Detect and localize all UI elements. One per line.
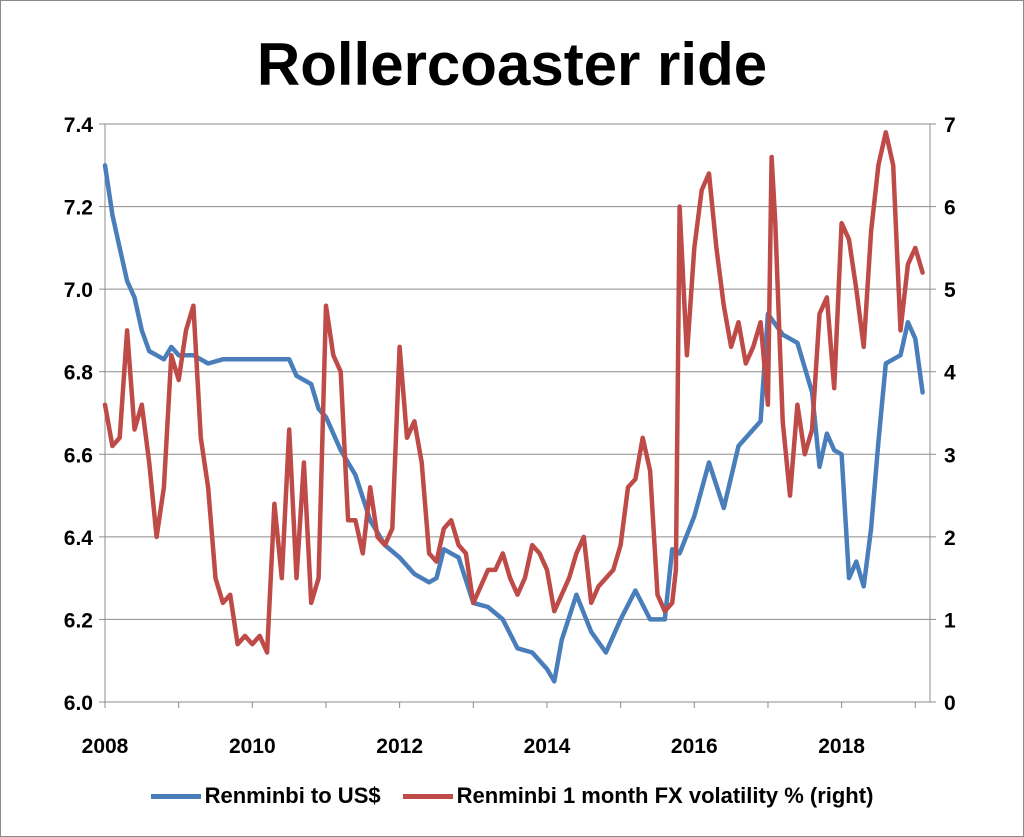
legend-label-renminbi-usd: Renminbi to US$ (204, 783, 381, 808)
series-line-renminbi-usd (102, 163, 925, 684)
left-axis-tick-label: 7.4 (64, 114, 94, 137)
legend: Renminbi to US$ Renminbi 1 month FX vola… (0, 783, 1024, 809)
left-axis-tick-label: 7.2 (64, 197, 93, 220)
right-axis-tick-label: 5 (944, 279, 956, 302)
x-axis-tick-label: 2018 (818, 735, 865, 758)
left-axis-tick-label: 6.8 (64, 362, 94, 385)
x-axis-tick-label: 2010 (229, 735, 276, 758)
legend-swatch-red (402, 793, 453, 799)
right-axis-tick-label: 6 (944, 197, 956, 220)
left-axis-tick-label: 7.0 (64, 279, 93, 302)
right-axis-tick-label: 2 (944, 527, 956, 550)
series-lines (102, 130, 925, 684)
tick-labels: 6.0 0 6.2 1 6.4 2 6.6 3 6.8 4 7.0 5 7.2 6 7.4 7 2008 2010… (64, 114, 956, 758)
left-axis-tick-label: 6.2 (64, 609, 93, 632)
left-axis-tick-label: 6.6 (64, 444, 93, 467)
left-axis-tick-label: 6.4 (64, 527, 94, 550)
legend-entry-renminbi-usd: Renminbi to US$ (150, 783, 381, 809)
x-axis-tick-label: 2012 (376, 735, 423, 758)
axes (99, 123, 936, 708)
right-axis-tick-label: 1 (944, 609, 956, 632)
chart-title: Rollercoaster ride (256, 31, 768, 98)
x-axis-tick-label: 2008 (82, 735, 129, 758)
x-axis-tick-label: 2014 (524, 735, 571, 758)
right-axis-tick-label: 4 (944, 362, 956, 385)
legend-label-fx-volatility: Renminbi 1 month FX volatility % (right) (456, 783, 874, 808)
right-axis-tick-label: 0 (944, 692, 956, 715)
legend-swatch-blue (150, 793, 201, 799)
series-line-fx-volatility (102, 130, 925, 655)
x-axis-tick-label: 2016 (671, 735, 718, 758)
legend-entry-fx-volatility: Renminbi 1 month FX volatility % (right) (402, 783, 874, 809)
left-axis-tick-label: 6.0 (64, 692, 93, 715)
right-axis-tick-label: 3 (944, 444, 956, 467)
right-axis-tick-label: 7 (944, 114, 956, 137)
